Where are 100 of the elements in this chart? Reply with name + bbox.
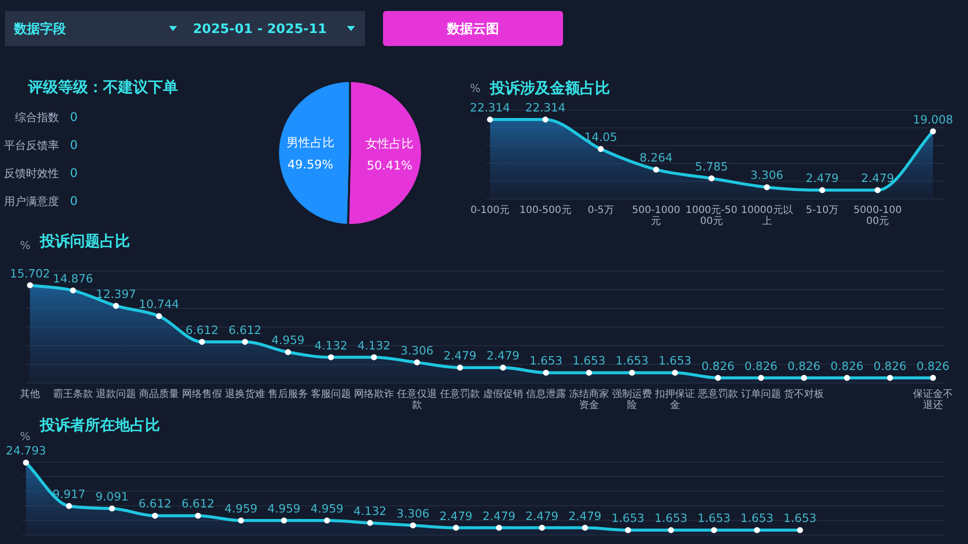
- data-label: 12.397: [96, 286, 136, 301]
- data-label: 1.653: [530, 354, 562, 368]
- data-label: 1.653: [658, 354, 692, 368]
- data-label: 2.479: [806, 171, 839, 186]
- data-label: 2.479: [526, 508, 558, 523]
- text: 2025-01 - 2025-11: [193, 22, 327, 37]
- data-label: 4.959: [310, 502, 344, 516]
- data-label: 4.959: [268, 502, 300, 516]
- x-tick-label: 客服问题: [311, 388, 351, 400]
- x-tick-label: 扣押保证金: [654, 388, 695, 411]
- chart-title: 投诉者所在地占比: [39, 416, 160, 434]
- category-label: 反馈时效性: [4, 167, 59, 180]
- data-label: 5.785: [695, 159, 728, 174]
- category-label: 综合指数: [15, 111, 59, 124]
- text: 数据字段: [13, 21, 67, 37]
- x-tick-label: 1000元-5000元: [686, 205, 738, 227]
- data-label: 2.479: [861, 171, 894, 186]
- data-label: 1.653: [654, 511, 688, 526]
- x-tick-label: 0-100元: [470, 205, 510, 216]
- data-label: 9.091: [96, 489, 128, 504]
- data-label: 3.306: [750, 168, 784, 182]
- data-label: 14.876: [52, 271, 94, 286]
- data-label: 4.132: [358, 338, 390, 352]
- y-axis-title: %: [20, 239, 30, 252]
- data-label: 0: [70, 138, 78, 152]
- data-label: 22.314: [525, 100, 566, 115]
- x-tick-label: 网络欺诈: [354, 388, 394, 400]
- x-tick-label: 信息泄露: [526, 388, 566, 400]
- data-label: 0: [70, 110, 78, 124]
- text: 数据云图: [446, 22, 499, 37]
- data-label: 4.132: [314, 338, 348, 352]
- data-label: 1.653: [616, 354, 648, 368]
- data-label: 2.479: [444, 348, 476, 363]
- data-label: 0.826: [702, 358, 734, 373]
- chart-title: 投诉涉及金额占比: [489, 79, 610, 97]
- data-label: 1.653: [612, 511, 644, 526]
- x-tick-label: 商品质量: [139, 388, 179, 400]
- x-tick-label: 强制运费险: [612, 388, 652, 411]
- x-tick-label: 100-500元: [519, 205, 572, 216]
- data-label: 4.959: [224, 502, 258, 516]
- x-tick-label: 网络售假: [182, 388, 222, 400]
- data-label: 2.479: [568, 508, 602, 523]
- data-label: 14.05: [584, 130, 618, 144]
- text: 评级等级：不建议下单: [27, 78, 178, 96]
- data-label: 22.314: [470, 100, 510, 115]
- x-tick-label: 任意仅退款: [396, 388, 437, 411]
- y-axis-title: %: [470, 82, 480, 95]
- x-tick-label: 订单问题: [741, 388, 781, 400]
- data-label: 19.008: [912, 112, 954, 126]
- data-label: 49.59%: [288, 157, 334, 172]
- data-label: 3.306: [400, 343, 434, 358]
- data-label: 0.826: [744, 358, 778, 373]
- data-label: 0.826: [830, 358, 864, 373]
- data-label: 0: [70, 194, 78, 208]
- data-label: 1.653: [698, 511, 730, 526]
- data-label: 10.744: [138, 297, 180, 312]
- data-label: 8.264: [640, 150, 673, 165]
- x-tick-label: 虚假促销: [483, 388, 523, 400]
- x-tick-label: 恶意罚款: [697, 388, 738, 400]
- slice-label: 男性占比: [286, 135, 334, 150]
- data-label: 1.653: [740, 511, 774, 526]
- data-label: 4.132: [354, 504, 386, 518]
- x-tick-label: 其他: [20, 388, 40, 400]
- data-label: 6.612: [228, 322, 262, 337]
- x-tick-label: 0-5万: [588, 205, 614, 216]
- chart-title: 投诉问题占比: [39, 232, 130, 250]
- data-label: 0.826: [916, 358, 950, 373]
- category-label: 平台反馈率: [4, 139, 59, 152]
- x-tick-label: 5000-10000元: [854, 205, 902, 227]
- slice-label: 女性占比: [366, 136, 414, 151]
- x-tick-label: 退款问题: [96, 388, 136, 400]
- x-tick-label: 5-10万: [806, 205, 839, 216]
- x-tick-label: 霸王条款: [53, 388, 93, 400]
- x-tick-label: 货不对板: [784, 388, 824, 400]
- category-label: 用户满意度: [4, 195, 59, 208]
- x-tick-label: 保证金不退还: [913, 388, 953, 411]
- data-label: 6.612: [138, 496, 172, 511]
- data-label: 15.702: [10, 266, 50, 280]
- data-label: 6.612: [182, 496, 214, 511]
- data-label: 2.479: [486, 348, 520, 363]
- data-label: 4.959: [272, 333, 304, 348]
- x-tick-label: 冻结商家资金: [569, 388, 609, 411]
- data-label: 2.479: [482, 508, 516, 523]
- data-label: 1.653: [572, 354, 606, 368]
- x-tick-label: 退换货难: [225, 388, 265, 400]
- data-label: 0: [70, 166, 78, 180]
- data-label: 1.653: [784, 511, 816, 526]
- y-axis-title: %: [20, 430, 30, 443]
- data-label: 50.41%: [366, 158, 412, 173]
- x-tick-label: 10000元以上: [740, 204, 793, 227]
- data-label: 9.917: [52, 487, 86, 502]
- x-tick-label: 任意罚款: [439, 388, 480, 400]
- data-label: 24.793: [6, 444, 46, 458]
- data-label: 0.826: [788, 358, 820, 373]
- data-label: 6.612: [186, 322, 218, 337]
- data-label: 0.826: [874, 358, 906, 373]
- x-tick-label: 500-1000元: [632, 205, 680, 227]
- data-label: 2.479: [440, 508, 472, 523]
- data-label: 3.306: [396, 506, 430, 520]
- x-tick-label: 售后服务: [268, 388, 308, 400]
